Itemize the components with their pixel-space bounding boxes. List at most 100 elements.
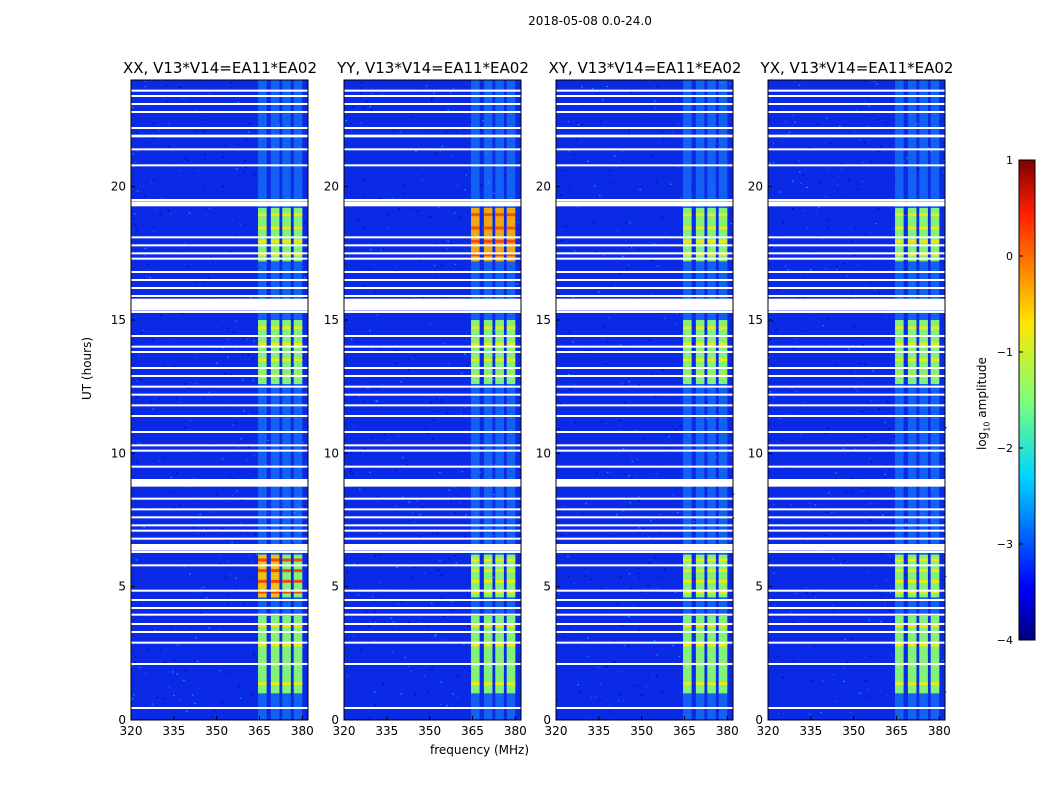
rfi-block — [930, 616, 940, 694]
colorbar-tick-label: −1 — [997, 346, 1013, 359]
flagged-row — [556, 335, 733, 337]
flagged-row — [344, 89, 521, 92]
flagged-row — [344, 393, 521, 396]
flagged-row — [556, 295, 733, 297]
flagged-row — [344, 444, 521, 447]
flagged-row — [131, 252, 308, 255]
flagged-band — [344, 480, 521, 487]
flagged-row — [344, 564, 521, 567]
flagged-row — [768, 524, 945, 527]
flagged-row — [131, 367, 308, 369]
rfi-band-weak — [471, 80, 480, 720]
flagged-row — [344, 164, 521, 167]
flagged-row — [344, 148, 521, 151]
flagged-row — [768, 516, 945, 519]
flagged-row — [768, 623, 945, 625]
rfi-block — [683, 208, 692, 262]
flagged-row — [131, 524, 308, 527]
flagged-row — [131, 589, 308, 592]
flagged-row — [768, 95, 945, 97]
rfi-block — [907, 208, 917, 262]
flagged-row — [768, 707, 945, 709]
flagged-row — [344, 663, 521, 665]
flagged-row — [344, 589, 521, 592]
rfi-block — [483, 616, 493, 694]
x-tick-label: 365 — [461, 724, 484, 738]
flagged-row — [768, 551, 945, 553]
flagged-row — [768, 351, 945, 353]
flagged-row — [768, 164, 945, 167]
rfi-block — [282, 616, 291, 694]
flagged-row — [768, 89, 945, 92]
y-tick-label: 20 — [748, 180, 763, 194]
flagged-row — [768, 497, 945, 500]
flagged-row — [556, 345, 733, 348]
rfi-block — [707, 616, 716, 694]
rfi-block — [718, 554, 728, 598]
flagged-row — [556, 641, 733, 644]
flagged-row — [768, 271, 945, 273]
flagged-row — [131, 663, 308, 665]
flagged-row — [768, 508, 945, 511]
flagged-row — [556, 444, 733, 447]
rfi-block — [895, 554, 904, 598]
rfi-band-weak — [895, 80, 904, 720]
flagged-row — [556, 431, 733, 433]
rfi-block — [483, 554, 493, 598]
x-tick-label: 380 — [291, 724, 314, 738]
flagged-row — [768, 431, 945, 433]
flagged-row — [556, 199, 733, 201]
flagged-row — [768, 244, 945, 247]
flagged-row — [344, 279, 521, 281]
flagged-row — [344, 599, 521, 601]
flagged-row — [131, 444, 308, 447]
flagged-row — [344, 287, 521, 289]
rfi-block — [895, 208, 904, 262]
x-tick-label: 335 — [162, 724, 185, 738]
y-tick-label: 5 — [543, 580, 551, 594]
flagged-row — [131, 375, 308, 377]
rfi-band-weak — [919, 80, 928, 720]
flagged-row — [556, 95, 733, 97]
rfi-block — [258, 616, 267, 694]
flagged-row — [556, 375, 733, 377]
flagged-row — [344, 367, 521, 369]
flagged-band — [556, 298, 733, 311]
flagged-row — [556, 623, 733, 625]
flagged-row — [344, 465, 521, 468]
rfi-block — [258, 554, 267, 598]
rfi-block — [495, 208, 504, 262]
flagged-row — [556, 631, 733, 633]
rfi-block — [895, 616, 904, 694]
y-tick-label: 5 — [118, 580, 126, 594]
flagged-row — [344, 311, 521, 313]
rfi-block — [258, 208, 267, 262]
flagged-band — [131, 201, 308, 206]
flagged-row — [131, 271, 308, 273]
flagged-row — [131, 415, 308, 417]
axes-frame — [767, 79, 946, 721]
flagged-row — [556, 516, 733, 519]
x-tick-label: 380 — [928, 724, 951, 738]
flagged-row — [768, 199, 945, 201]
flagged-row — [131, 623, 308, 625]
flagged-row — [131, 127, 308, 129]
flagged-row — [131, 465, 308, 468]
flagged-row — [131, 537, 308, 540]
flagged-row — [556, 127, 733, 129]
colorbar: 1 0 −1 −2 −3 −4 — [997, 154, 1036, 647]
flagged-row — [131, 244, 308, 247]
rfi-block — [282, 554, 291, 598]
panel-3: 320 335 350 365 380 0 5 10 15 20 — [536, 79, 739, 738]
flagged-row — [768, 529, 945, 532]
flagged-band — [344, 201, 521, 206]
flagged-band — [556, 480, 733, 487]
flagged-row — [556, 257, 733, 260]
flagged-row — [131, 551, 308, 553]
x-tick-label: 350 — [418, 724, 441, 738]
flagged-row — [556, 164, 733, 167]
rfi-block — [683, 616, 692, 694]
x-tick-label: 365 — [885, 724, 908, 738]
rfi-band-weak — [930, 80, 940, 720]
